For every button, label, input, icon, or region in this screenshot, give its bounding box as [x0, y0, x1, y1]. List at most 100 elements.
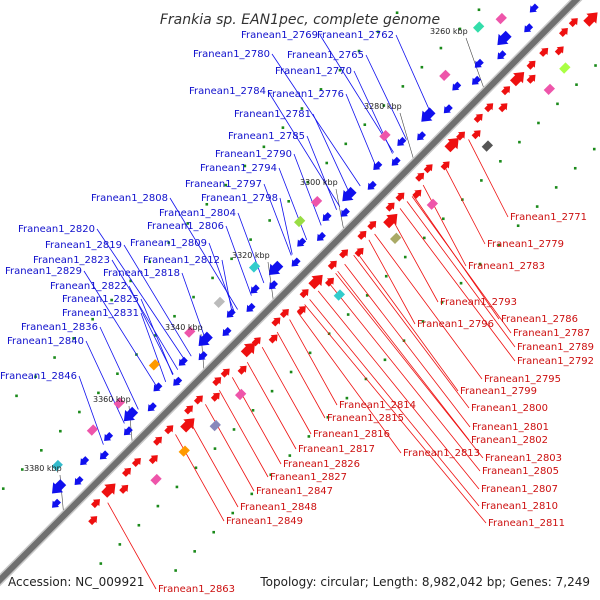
gene-feature-box — [113, 397, 125, 409]
scale-tick-label: 3260 kbp — [430, 27, 468, 36]
gene-feature-box — [310, 196, 323, 208]
scale-tick-label: 3320 kbp — [232, 251, 270, 260]
forward-gene-arrow — [173, 376, 183, 386]
gc-tick-mark — [59, 429, 62, 433]
red-leader-line — [368, 239, 416, 325]
gc-tick-mark — [422, 236, 426, 240]
gene-feature-box — [235, 388, 247, 401]
blue-leader-line — [225, 225, 252, 296]
forward-gene-arrow — [104, 432, 114, 441]
reverse-gene-arrow — [423, 164, 433, 174]
gc-tick-mark — [249, 238, 252, 241]
forward-gene-arrow — [198, 351, 208, 361]
gc-tick-mark — [175, 485, 179, 489]
gene-feature-box — [148, 359, 161, 371]
gc-tick-mark — [442, 217, 445, 221]
red-leader-line — [327, 281, 481, 472]
red-gene-label: Franean1_2783 — [468, 261, 545, 272]
forward-gene-arrow — [497, 50, 507, 60]
gc-tick-mark — [535, 205, 539, 208]
gc-tick-mark — [346, 313, 350, 316]
red-leader-line — [205, 404, 255, 492]
gc-tick-mark — [34, 375, 37, 378]
forward-gene-arrow — [123, 426, 133, 436]
blue-gene-label: Franean1_2770 — [275, 66, 352, 77]
red-leader-line — [406, 201, 516, 348]
gc-tick-mark — [461, 198, 464, 201]
red-leader-line — [309, 299, 480, 507]
gc-tick-mark — [269, 473, 273, 477]
blue-leader-line — [353, 70, 393, 154]
red-leader-line — [261, 346, 312, 435]
blue-leader-line — [181, 272, 207, 342]
gc-tick-mark — [421, 320, 425, 323]
red-leader-line — [107, 502, 157, 590]
gc-tick-mark — [345, 396, 349, 400]
gene-feature-box — [150, 473, 162, 486]
red-leader-line — [344, 263, 471, 428]
blue-leader-line — [395, 34, 432, 115]
blue-gene-label: Franean1_2762 — [317, 30, 394, 41]
red-gene-label: Franean1_2815 — [327, 413, 404, 424]
blue-gene-label: Franean1_2784 — [189, 86, 266, 97]
gc-tick-mark — [376, 30, 380, 34]
reverse-gene-arrow — [473, 113, 483, 123]
gene-feature-box — [86, 424, 99, 436]
reverse-gene-arrow — [498, 103, 508, 113]
gc-tick-mark — [401, 85, 405, 88]
gc-tick-mark — [232, 428, 236, 431]
blue-leader-line — [345, 93, 378, 170]
forward-gene-arrow — [52, 498, 61, 508]
blue-leader-line — [237, 212, 265, 284]
gc-tick-mark — [20, 468, 24, 471]
reverse-gene-arrow — [237, 365, 247, 375]
forward-gene-arrow — [317, 231, 326, 241]
reverse-gene-arrow — [325, 277, 334, 287]
gene-feature-box — [248, 261, 261, 273]
reverse-gene-arrow — [220, 368, 230, 378]
blue-gene-label: Franean1_2808 — [91, 193, 168, 204]
reverse-gene-arrow — [568, 18, 578, 28]
reverse-gene-arrow — [354, 247, 364, 257]
red-gene-label: Franean1_2792 — [517, 356, 594, 367]
red-leader-line — [246, 362, 297, 450]
gc-tick-mark — [307, 435, 311, 438]
blue-gene-label: Franean1_2798 — [201, 193, 278, 204]
blue-gene-label: Franean1_2836 — [21, 322, 98, 333]
gene-feature-box — [559, 62, 571, 74]
red-gene-label: Franean1_2827 — [270, 472, 347, 483]
forward-gene-arrow — [497, 30, 512, 46]
gc-tick-mark — [213, 447, 217, 450]
scale-tick-line — [399, 112, 414, 158]
red-gene-label: Franean1_2816 — [313, 429, 390, 440]
forward-gene-arrow — [222, 327, 232, 336]
blue-gene-label: Franean1_2804 — [159, 208, 236, 219]
gc-tick-mark — [338, 68, 342, 72]
gc-tick-mark — [288, 454, 292, 457]
gc-tick-mark — [357, 49, 361, 53]
red-gene-label: Franean1_2789 — [517, 342, 594, 353]
forward-gene-arrow — [52, 479, 67, 494]
gc-tick-mark — [363, 123, 367, 126]
gc-tick-mark — [281, 126, 285, 129]
gc-tick-mark — [194, 466, 198, 470]
forward-gene-arrow — [397, 136, 407, 146]
forward-gene-arrow — [472, 75, 481, 85]
reverse-gene-arrow — [271, 317, 281, 327]
forward-gene-arrow — [250, 284, 260, 294]
red-leader-line — [175, 434, 225, 522]
gc-tick-mark — [556, 102, 559, 106]
forward-gene-arrow — [474, 58, 484, 68]
reverse-gene-arrow — [164, 425, 174, 435]
reverse-gene-arrow — [510, 72, 525, 87]
forward-gene-arrow — [74, 476, 84, 485]
blue-gene-label: Franean1_2846 — [0, 371, 77, 382]
scale-tick-line — [335, 188, 344, 229]
red-leader-line — [189, 420, 239, 508]
red-gene-label: Franean1_2805 — [482, 466, 559, 477]
blue-leader-line — [83, 270, 159, 390]
gc-tick-mark — [231, 511, 235, 515]
blue-leader-line — [365, 54, 407, 140]
reverse-gene-arrow — [131, 458, 141, 467]
gc-tick-mark — [365, 294, 369, 297]
